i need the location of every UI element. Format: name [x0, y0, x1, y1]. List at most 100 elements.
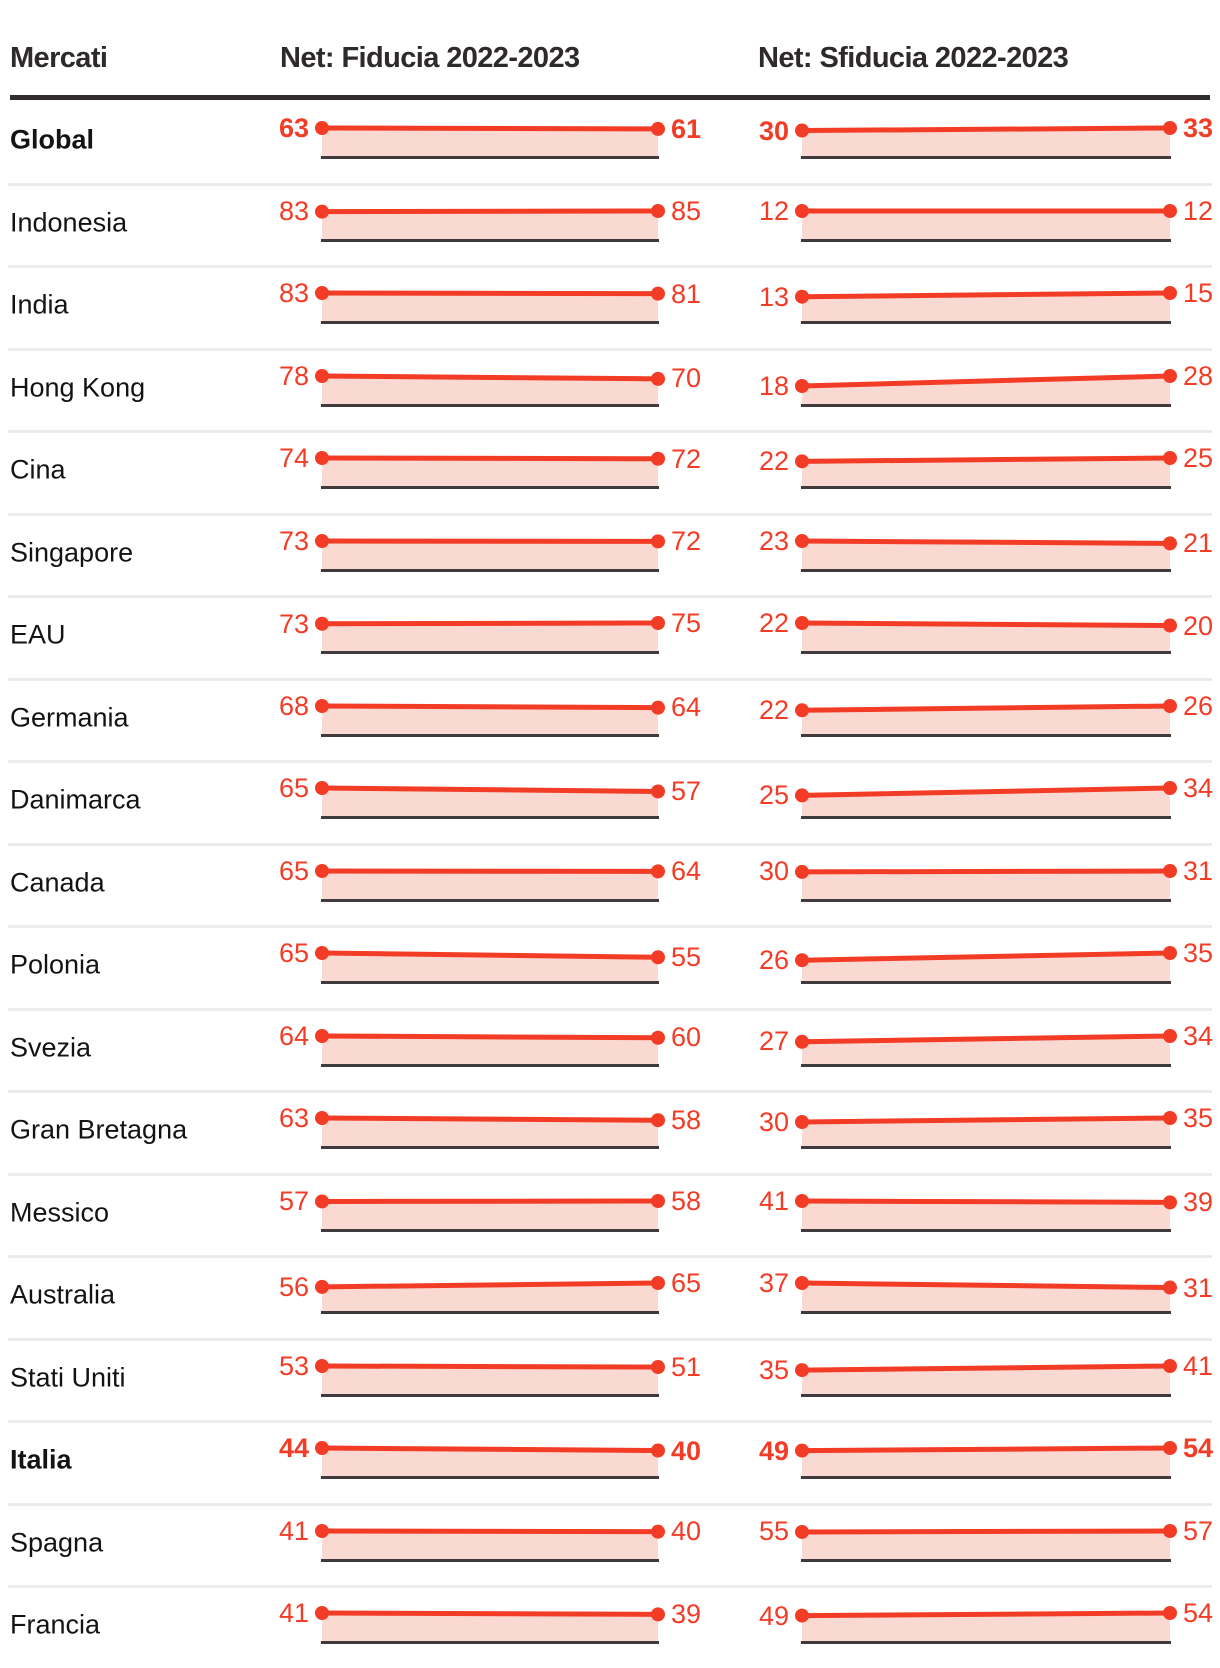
sfiducia-slope-chart	[795, 533, 1177, 572]
area-fill	[322, 1118, 658, 1146]
dot-2023	[651, 533, 665, 548]
sfiducia-slope-chart	[795, 946, 1177, 984]
sfiducia-slope-chart	[795, 203, 1177, 242]
area-fill	[322, 1365, 658, 1394]
area-fill	[802, 1613, 1170, 1641]
dot-2023	[651, 451, 665, 466]
sfiducia-value-2023: 34	[1183, 773, 1214, 803]
sfiducia-value-2023: 21	[1183, 527, 1214, 558]
dot-2022	[795, 1276, 809, 1290]
trend-line	[319, 1610, 661, 1617]
trend-line	[319, 1363, 661, 1370]
sfiducia-slope-chart	[795, 286, 1177, 324]
market-label: India	[10, 289, 69, 320]
sfiducia-slope-chart	[795, 1028, 1177, 1067]
sfiducia-value-2023: 35	[1183, 1103, 1214, 1133]
dot-2023	[651, 1443, 665, 1458]
fiducia-value-2022: 65	[278, 773, 309, 803]
table-row: EAU 73 75 22 20	[0, 595, 1220, 678]
market-label: Danimarca	[10, 784, 141, 815]
trend-line	[799, 538, 1173, 546]
dot-2022	[795, 702, 809, 717]
fiducia-value-2023: 58	[671, 1185, 702, 1216]
table-row: Cina 74 72 22 25	[0, 430, 1220, 513]
dot-2023	[1163, 1441, 1177, 1455]
dot-2023	[651, 286, 665, 301]
dot-2022	[315, 1523, 329, 1538]
area-fill	[802, 1448, 1170, 1476]
dot-2022	[315, 533, 329, 548]
dot-2023	[651, 1030, 665, 1045]
trend-line	[799, 1445, 1173, 1454]
sfiducia-value-2022: 26	[758, 945, 789, 976]
trend-line	[319, 125, 661, 132]
trend-line	[319, 1033, 661, 1040]
dot-2022	[795, 289, 809, 304]
fiducia-slope-chart	[315, 203, 665, 242]
sfiducia-slope-chart	[795, 1276, 1177, 1314]
area-fill	[322, 1530, 658, 1559]
table-body: Global 63 61 30 33 Indonesia 83 85 12 12 India…	[0, 100, 1220, 1668]
trend-line	[799, 1610, 1173, 1619]
dot-2022	[315, 1279, 329, 1294]
area-fill	[802, 128, 1170, 156]
dot-2023	[651, 616, 665, 630]
sfiducia-value-2023: 20	[1183, 610, 1214, 641]
sfiducia-slope-chart	[795, 1111, 1177, 1149]
fiducia-value-2022: 63	[278, 1103, 309, 1133]
market-label: EAU	[10, 619, 66, 650]
dot-2023	[651, 1276, 665, 1290]
fiducia-value-2023: 64	[671, 692, 702, 723]
dot-2023	[651, 1113, 665, 1128]
sfiducia-value-2023: 26	[1183, 690, 1214, 721]
sfiducia-value-2022: 49	[758, 1435, 789, 1466]
market-label: Singapore	[10, 537, 134, 568]
sfiducia-value-2023: 25	[1183, 443, 1214, 473]
sfiducia-value-2022: 37	[758, 1268, 789, 1298]
sfiducia-value-2023: 31	[1183, 1272, 1214, 1303]
sfiducia-slope-chart	[795, 1606, 1177, 1644]
sfiducia-value-2023: 41	[1183, 1350, 1214, 1381]
area-fill	[802, 1365, 1170, 1394]
fiducia-value-2023: 57	[671, 776, 702, 807]
fiducia-slope-chart	[315, 1606, 665, 1644]
trend-line	[319, 1445, 661, 1454]
sfiducia-value-2023: 12	[1183, 195, 1214, 226]
dot-2022	[795, 203, 809, 218]
dot-2023	[1163, 368, 1177, 383]
area-fill	[322, 1283, 658, 1311]
sfiducia-value-2022: 30	[758, 856, 789, 887]
trend-line	[799, 1528, 1173, 1534]
trend-line	[799, 620, 1173, 629]
fiducia-value-2023: 60	[671, 1022, 702, 1053]
trend-line	[319, 290, 661, 297]
fiducia-value-2022: 68	[278, 690, 309, 721]
area-fill	[322, 293, 658, 321]
trend-line	[319, 373, 661, 381]
dot-2023	[1163, 121, 1177, 135]
fiducia-value-2023: 55	[671, 942, 702, 973]
area-fill	[802, 870, 1170, 899]
trend-line	[319, 620, 661, 627]
market-label: Germania	[10, 702, 129, 733]
sfiducia-slope-chart	[795, 1193, 1177, 1232]
fiducia-value-2023: 40	[671, 1435, 702, 1466]
trend-line	[799, 1198, 1173, 1205]
sfiducia-slope-chart	[795, 121, 1177, 159]
dot-2023	[651, 863, 665, 878]
area-fill	[322, 540, 658, 569]
sfiducia-value-2022: 27	[758, 1026, 789, 1057]
area-fill	[802, 540, 1170, 569]
trend-line	[799, 1280, 1173, 1291]
table-row: Francia 41 39 49 54	[0, 1585, 1220, 1668]
fiducia-value-2023: 81	[671, 278, 702, 309]
sfiducia-value-2022: 13	[758, 281, 789, 312]
dot-2022	[315, 286, 329, 300]
fiducia-value-2022: 57	[278, 1185, 309, 1216]
trend-line	[799, 1033, 1173, 1044]
dot-2022	[795, 378, 809, 393]
column-header-fiducia: Net: Fiducia 2022-2023	[280, 42, 580, 74]
trend-line	[799, 1363, 1173, 1373]
sfiducia-slope-chart	[795, 863, 1177, 902]
fiducia-value-2022: 63	[278, 113, 309, 143]
